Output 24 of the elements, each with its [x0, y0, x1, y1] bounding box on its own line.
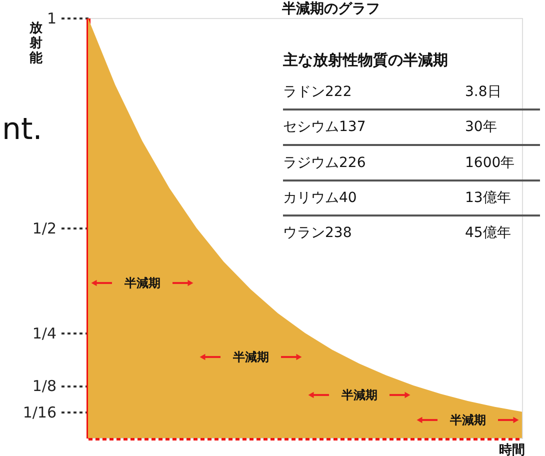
annotation: 主な放射性物質の半減期 — [282, 51, 448, 69]
annotation: ラドン222 — [283, 84, 352, 100]
annotation: 3.8日 — [465, 84, 502, 100]
annotation: ウラン238 — [283, 225, 352, 241]
chart-title: 半減期のグラフ — [281, 1, 380, 17]
y-tick-label: 1 — [46, 10, 56, 28]
annotation: 13億年 — [465, 190, 511, 206]
annotation: 1600年 — [465, 155, 515, 171]
annotation: セシウム137 — [283, 119, 366, 135]
annotation: 45億年 — [465, 225, 511, 241]
annotation: 半減期 — [340, 388, 378, 402]
text: nt. — [2, 112, 42, 147]
annotation: ラジウム226 — [283, 155, 366, 171]
annotation: 半減期 — [448, 413, 486, 427]
annotation: 半減期 — [123, 276, 160, 290]
x-axis-title: 時間 — [499, 443, 525, 456]
annotation: 半減期 — [232, 350, 269, 364]
annotation: カリウム40 — [283, 190, 357, 206]
y-tick-label: 1/16 — [22, 403, 56, 422]
annotation: 30年 — [465, 119, 497, 135]
y-tick-label: 1/8 — [32, 377, 56, 395]
y-axis-title: 放射能 — [28, 21, 44, 66]
y-tick-label: 1/2 — [32, 220, 56, 238]
y-tick-label: 1/4 — [32, 324, 56, 342]
